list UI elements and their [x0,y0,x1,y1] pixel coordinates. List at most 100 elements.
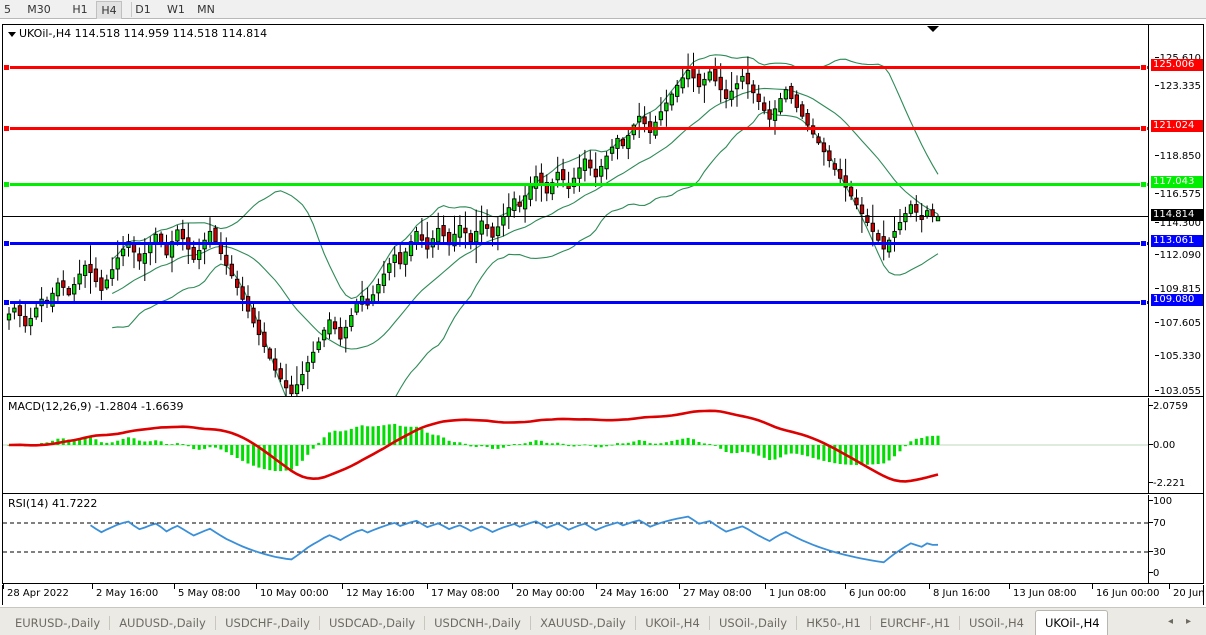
level-line-handle[interactable] [3,125,10,132]
chart-tab-ukoilh4[interactable]: UKOil-,H4 [1035,610,1108,635]
tab-next-button[interactable]: ▸ [1186,616,1192,627]
tab-separator [215,616,216,630]
chart-tab-bar[interactable]: EURUSD-,Daily AUDUSD-,Daily USDCHF-,Daily U… [0,607,1206,635]
rsi-svg [3,515,1148,564]
chart-tab-audusddaily[interactable]: AUDUSD-,Daily [119,616,206,630]
price-level-badge[interactable]: 113.061 [1151,235,1203,247]
rsi-axis: 100 70 30 0 [1148,495,1203,583]
chart-symbol-header: UKOil-,H4 114.518 114.959 114.518 114.81… [8,27,267,40]
time-axis-tick [765,584,766,589]
tab-separator [319,616,320,630]
price-level-badge[interactable]: 109.080 [1151,294,1203,306]
time-axis-label: 12 May 16:00 [346,588,415,599]
timeframe-button-mn[interactable]: MN [197,3,215,16]
time-axis-label: 20 Jun 16:00 [1173,588,1206,599]
chart-area[interactable]: UKOil-,H4 114.518 114.959 114.518 114.81… [2,24,1204,584]
tab-prev-button[interactable]: ◂ [1168,616,1174,627]
chart-tab-usoilh4[interactable]: USOil-,H4 [969,616,1024,630]
price-level-badge[interactable]: 117.043 [1151,176,1203,188]
macd-axis-tick: 0.00 [1149,440,1175,451]
price-axis-tick: 114.300 [1154,218,1201,229]
level-line-handle[interactable] [3,240,10,247]
level-line-current-price[interactable] [3,216,1148,217]
time-axis-tick [1092,584,1093,589]
level-line-support-117[interactable] [3,181,1148,188]
timeframe-button-h4[interactable]: H4 [96,1,122,19]
timeframe-toolbar: 5 M30 H1 H4 D1 W1 MN [0,0,1206,19]
price-axis-tick: 109.815 [1154,284,1201,295]
time-axis-tick [342,584,343,589]
price-axis-tick: 125.610 [1154,53,1201,64]
price-axis-tick: 107.605 [1154,318,1201,329]
chart-tab-usdcaddaily[interactable]: USDCAD-,Daily [329,616,416,630]
chart-tab-ukoilh4[interactable]: UKOil-,H4 [645,616,700,630]
chart-tab-usdcnhdaily[interactable]: USDCNH-,Daily [434,616,521,630]
time-axis-label: 27 May 08:00 [683,588,752,599]
time-axis-label: 1 Jun 08:00 [769,588,827,599]
level-line-support-109[interactable] [3,299,1148,306]
level-line-handle[interactable] [3,181,10,188]
tab-separator [870,616,871,630]
tab-separator [959,616,960,630]
tab-separator [709,616,710,630]
rsi-axis-tick: 0 [1149,568,1159,579]
tab-separator [796,616,797,630]
level-line-resistance-121[interactable] [3,125,1148,132]
timeframe-button-m30[interactable]: M30 [27,3,51,16]
rsi-label: RSI(14) 41.7222 [8,497,98,510]
chart-tab-usoildaily[interactable]: USOil-,Daily [719,616,788,630]
macd-pane[interactable]: MACD(12,26,9) -1.2804 -1.6639 2.0759 0.00… [3,398,1203,494]
macd-plot[interactable] [3,398,1148,493]
price-pane[interactable]: UKOil-,H4 114.518 114.959 114.518 114.81… [3,25,1203,429]
time-axis-tick [1009,584,1010,589]
time-axis-tick [596,584,597,589]
time-axis-label: 24 May 16:00 [600,588,669,599]
price-axis-tick: 118.850 [1154,151,1201,162]
tab-separator [424,616,425,630]
macd-label: MACD(12,26,9) -1.2804 -1.6639 [8,400,184,413]
time-axis-label: 20 May 00:00 [516,588,585,599]
level-line-handle[interactable] [3,299,10,306]
time-axis-label: 13 Jun 08:00 [1013,588,1077,599]
level-axis-handle[interactable] [1140,240,1147,247]
chart-tab-eurusddaily[interactable]: EURUSD-,Daily [15,616,101,630]
time-axis[interactable]: 28 Apr 2022 2 May 16:00 5 May 08:00 10 May … [2,584,1206,605]
chart-tab-hk50h1[interactable]: HK50-,H1 [806,616,861,630]
price-level-badge[interactable]: 114.814 [1151,209,1203,221]
time-axis-label: 28 Apr 2022 [7,588,69,599]
level-axis-handle[interactable] [1140,299,1147,306]
price-level-badge[interactable]: 121.024 [1151,120,1203,132]
level-axis-handle[interactable] [1140,181,1147,188]
level-line-resistance-125[interactable] [3,64,1148,71]
rsi-axis-tick: 100 [1149,496,1172,507]
level-line-support-113[interactable] [3,240,1148,247]
candlestick-svg [6,52,941,396]
collapse-triangle-icon[interactable] [8,31,16,37]
chart-tab-usdchfdaily[interactable]: USDCHF-,Daily [225,616,310,630]
timeframe-button-5[interactable]: 5 [4,3,11,16]
rsi-pane[interactable]: RSI(14) 41.7222 100 70 30 0 [3,495,1203,583]
price-axis-tick: 123.335 [1154,81,1201,92]
level-axis-handle[interactable] [1140,64,1147,71]
time-axis-label: 10 May 00:00 [260,588,329,599]
price-axis-tick: 116.575 [1154,189,1201,200]
macd-svg [3,409,1148,483]
time-axis-tick [679,584,680,589]
time-axis-label: 16 Jun 00:00 [1096,588,1160,599]
price-axis-tick: 105.330 [1154,351,1201,362]
rsi-plot[interactable] [3,495,1148,583]
timeframe-button-h1[interactable]: H1 [72,3,88,16]
timeframe-button-d1[interactable]: D1 [135,3,151,16]
macd-axis-tick: 2.0759 [1149,401,1188,412]
time-axis-tick [1169,584,1170,589]
price-level-badge[interactable]: 125.006 [1151,59,1203,71]
price-axis[interactable]: 125.610 123.335 118.850 116.575 114.300 112.0… [1140,25,1203,429]
chart-tab-xauusddaily[interactable]: XAUUSD-,Daily [540,616,626,630]
chart-tab-eurchfh1[interactable]: EURCHF-,H1 [880,616,951,630]
level-line-handle[interactable] [3,64,10,71]
level-axis-handle[interactable] [1140,125,1147,132]
pane-resize-marker[interactable] [927,26,939,32]
macd-axis: 2.0759 0.00 -2.221 [1148,398,1203,493]
timeframe-button-w1[interactable]: W1 [167,3,185,16]
price-plot[interactable] [3,25,1148,396]
